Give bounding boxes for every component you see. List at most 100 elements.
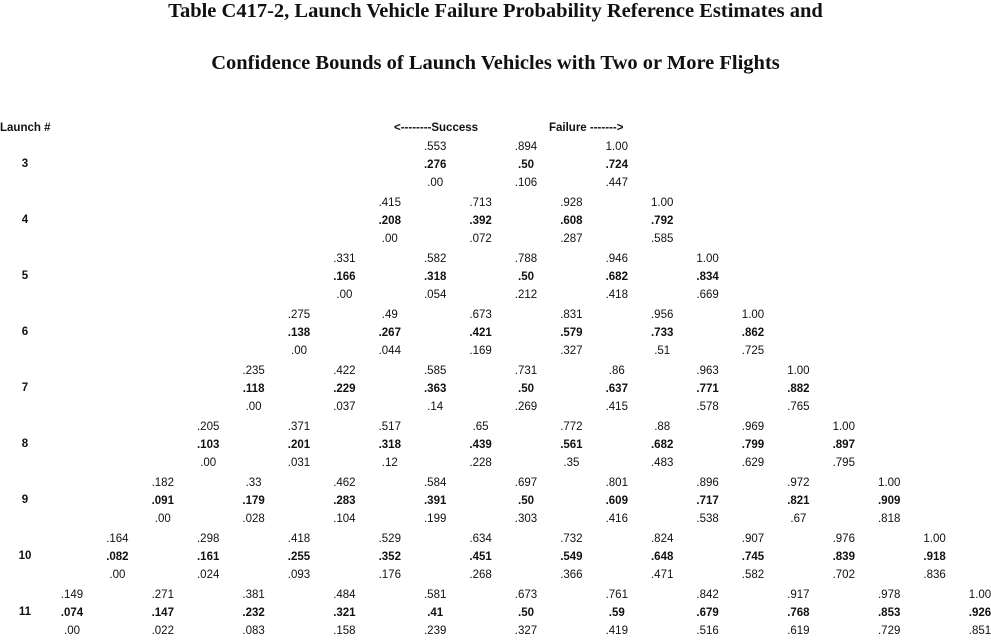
upper-confidence-bound: .517 [378, 421, 401, 433]
upper-confidence-bound: .713 [469, 197, 492, 209]
upper-confidence-bound: .581 [423, 589, 447, 601]
failure-estimate: .799 [741, 439, 765, 451]
lower-confidence-bound: .483 [650, 457, 674, 469]
failure-estimate: .50 [518, 159, 534, 171]
lower-confidence-bound: .158 [333, 625, 356, 637]
table-cell: .634 .451 .268 [458, 532, 504, 586]
failure-estimate: .421 [469, 327, 492, 339]
lower-confidence-bound: .67 [790, 513, 807, 525]
lower-confidence-bound: .024 [196, 569, 220, 581]
failure-estimate: .682 [605, 271, 628, 283]
launch-number-label: 11 [18, 606, 32, 618]
launch-number-label: 9 [21, 494, 29, 506]
upper-confidence-bound: .484 [333, 589, 356, 601]
table-cell: .972 .821 .67 [775, 476, 821, 530]
lower-confidence-bound: .327 [560, 345, 583, 357]
table-cell: .182 .091 .00 [140, 476, 186, 530]
failure-estimate: .363 [423, 383, 447, 395]
table-cell: .963 .771 .578 [685, 364, 731, 418]
failure-estimate: .439 [469, 439, 492, 451]
failure-estimate: .391 [423, 495, 447, 507]
upper-confidence-bound: .969 [741, 421, 765, 433]
table-cell: .842 .679 .516 [685, 588, 731, 642]
upper-confidence-bound: .831 [560, 309, 583, 321]
lower-confidence-bound: .629 [741, 457, 765, 469]
table-cell: .418 .255 .093 [276, 532, 322, 586]
table-cell: 1.00 .897 .795 [821, 420, 867, 474]
upper-confidence-bound: 1.00 [650, 197, 674, 209]
failure-estimate: .208 [378, 215, 401, 227]
lower-confidence-bound: .093 [287, 569, 311, 581]
failure-estimate: .229 [333, 383, 356, 395]
failure-estimate: .918 [923, 551, 946, 563]
lower-confidence-bound: .702 [832, 569, 855, 581]
lower-confidence-bound: .366 [560, 569, 583, 581]
upper-confidence-bound: .963 [696, 365, 719, 377]
upper-confidence-bound: .529 [378, 533, 401, 545]
failure-estimate: .103 [196, 439, 220, 451]
upper-confidence-bound: 1.00 [741, 309, 765, 321]
success-header: <--------Success [394, 122, 479, 134]
lower-confidence-bound: .199 [423, 513, 447, 525]
table-cell: .205 .103 .00 [185, 420, 231, 474]
table-cell: .422 .229 .037 [321, 364, 367, 418]
table-cell: .33 .179 .028 [231, 476, 277, 530]
upper-confidence-bound: .956 [650, 309, 674, 321]
upper-confidence-bound: .917 [787, 589, 810, 601]
lower-confidence-bound: .729 [877, 625, 901, 637]
lower-confidence-bound: .725 [741, 345, 765, 357]
table-cell: 1.00 .862 .725 [730, 308, 776, 362]
upper-confidence-bound: 1.00 [832, 421, 855, 433]
upper-confidence-bound: 1.00 [605, 141, 628, 153]
table-cell: .713 .392 .072 [458, 196, 504, 250]
upper-confidence-bound: .275 [287, 309, 311, 321]
failure-estimate: .50 [518, 271, 534, 283]
table-cell: .381 .232 .083 [231, 588, 277, 642]
lower-confidence-bound: .619 [787, 625, 810, 637]
upper-confidence-bound: .761 [605, 589, 628, 601]
lower-confidence-bound: .212 [514, 289, 538, 301]
failure-estimate: .909 [877, 495, 901, 507]
lower-confidence-bound: .00 [109, 569, 126, 581]
table-cell: 1.00 .918 .836 [912, 532, 958, 586]
failure-estimate: .147 [151, 607, 174, 619]
upper-confidence-bound: .381 [242, 589, 265, 601]
failure-estimate: .897 [832, 439, 855, 451]
failure-estimate: .834 [696, 271, 719, 283]
launch-number-label: 6 [21, 326, 29, 338]
launch-number-header: Launch # [0, 122, 51, 134]
failure-estimate: .318 [423, 271, 447, 283]
lower-confidence-bound: .416 [605, 513, 628, 525]
upper-confidence-bound: .88 [654, 421, 671, 433]
table-cell: .894 .50 .106 [503, 140, 549, 194]
table-cell: .65 .439 .228 [458, 420, 504, 474]
lower-confidence-bound: .538 [696, 513, 719, 525]
upper-confidence-bound: .946 [605, 253, 628, 265]
lower-confidence-bound: .327 [514, 625, 538, 637]
failure-estimate: .882 [787, 383, 810, 395]
lower-confidence-bound: .022 [151, 625, 174, 637]
table-cell: .49 .267 .044 [367, 308, 413, 362]
failure-estimate: .392 [469, 215, 492, 227]
failure-estimate: .768 [787, 607, 810, 619]
failure-header: Failure -------> [549, 122, 624, 134]
lower-confidence-bound: .471 [650, 569, 674, 581]
upper-confidence-bound: .49 [381, 309, 398, 321]
lower-confidence-bound: .582 [741, 569, 765, 581]
lower-confidence-bound: .578 [696, 401, 719, 413]
upper-confidence-bound: .584 [423, 477, 447, 489]
table-title-line-1: Table C417-2, Launch Vehicle Failure Pro… [168, 0, 823, 22]
lower-confidence-bound: .00 [291, 345, 307, 357]
failure-estimate: .50 [518, 607, 534, 619]
failure-estimate: .926 [968, 607, 991, 619]
failure-estimate: .267 [378, 327, 401, 339]
failure-estimate: .839 [832, 551, 855, 563]
lower-confidence-bound: .818 [877, 513, 901, 525]
lower-confidence-bound: .35 [563, 457, 580, 469]
lower-confidence-bound: .269 [514, 401, 538, 413]
table-cell: .275 .138 .00 [276, 308, 322, 362]
lower-confidence-bound: .14 [427, 401, 444, 413]
failure-estimate: .609 [605, 495, 628, 507]
table-cell: .88 .682 .483 [639, 420, 685, 474]
upper-confidence-bound: .331 [333, 253, 356, 265]
